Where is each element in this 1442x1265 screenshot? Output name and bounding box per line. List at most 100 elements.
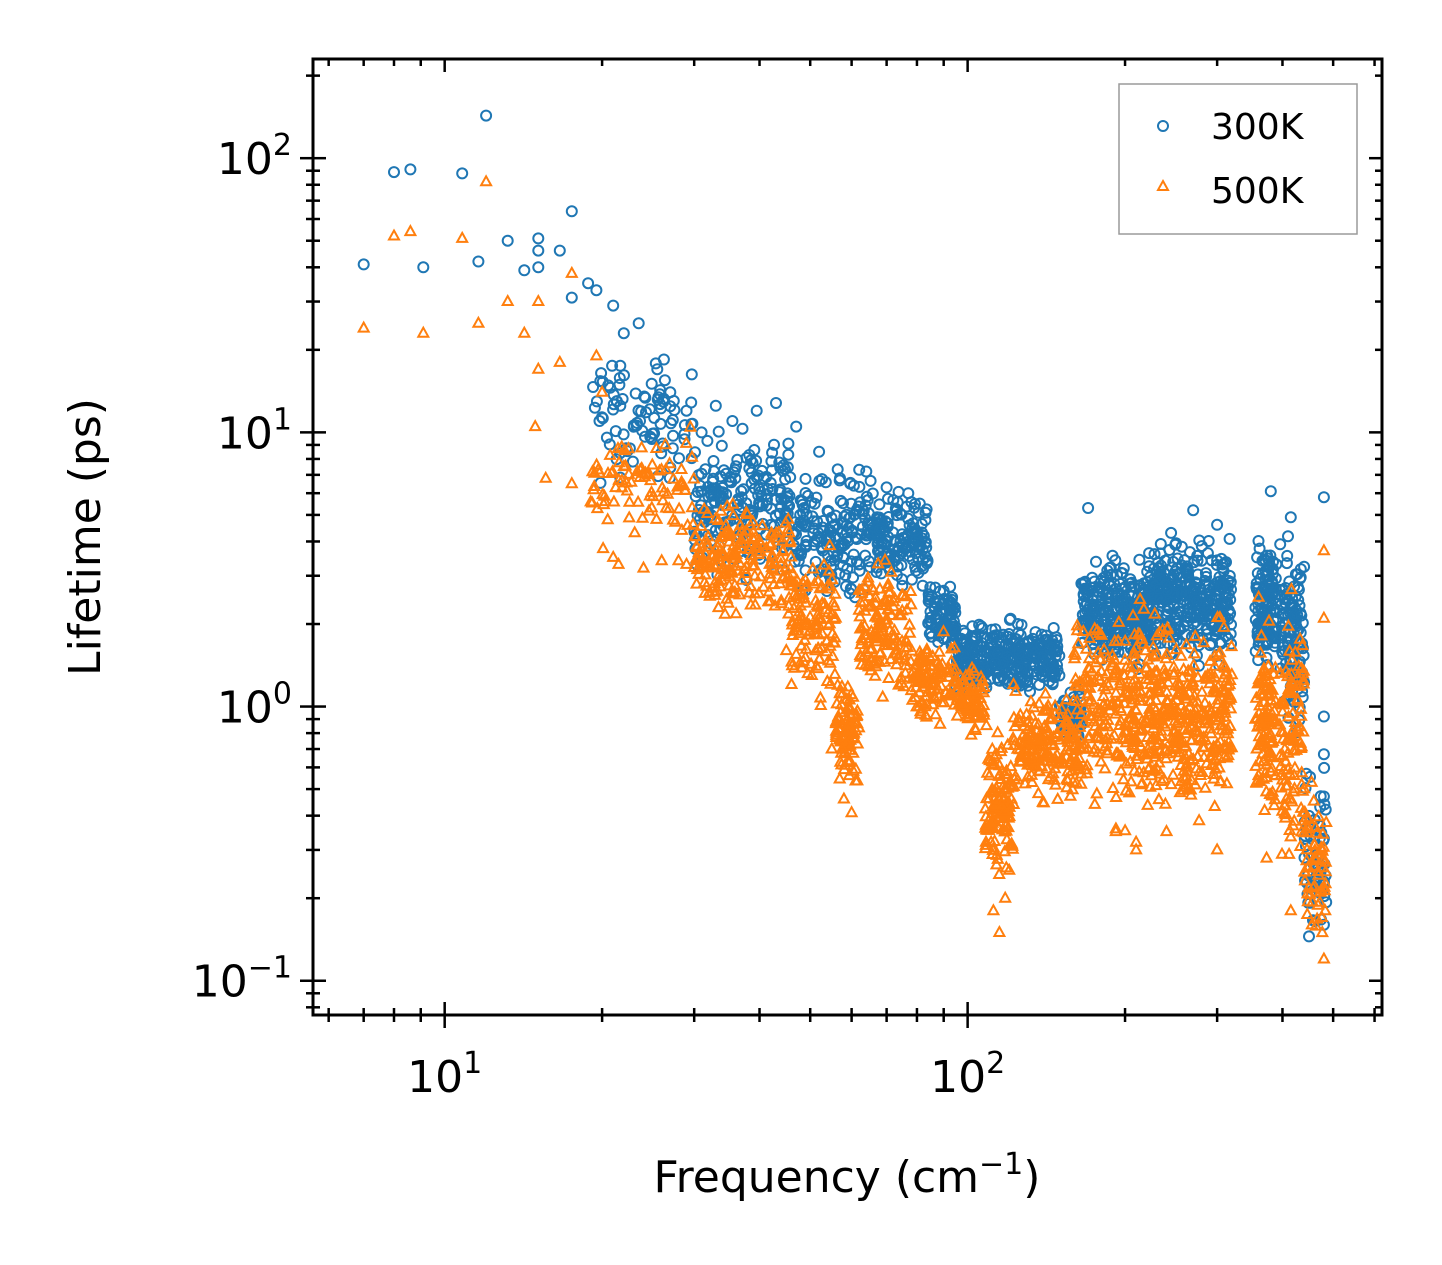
- point-500k: [1191, 670, 1205, 683]
- point-500k: [1188, 628, 1202, 641]
- point-300k: [827, 520, 839, 533]
- point-500k: [1088, 718, 1102, 731]
- point-500k: [998, 890, 1012, 903]
- point-500k: [1101, 650, 1115, 663]
- point-500k: [928, 707, 943, 720]
- point-500k: [850, 708, 864, 721]
- point-500k: [1118, 684, 1133, 697]
- point-500k: [1071, 636, 1085, 649]
- point-500k: [1122, 785, 1136, 798]
- point-300k: [919, 514, 932, 527]
- point-500k: [838, 757, 852, 770]
- point-500k: [882, 670, 896, 683]
- point-300k: [1222, 574, 1235, 587]
- point-300k: [596, 412, 609, 425]
- point-500k: [1317, 543, 1331, 556]
- point-300k: [1294, 563, 1307, 576]
- point-500k: [1168, 713, 1182, 726]
- point-500k: [873, 628, 888, 641]
- point-500k: [923, 650, 937, 663]
- y-tick-label-1-exp: 0: [273, 677, 292, 712]
- point-300k: [928, 602, 941, 615]
- y-tick-label-100: 102: [217, 128, 292, 185]
- point-500k: [798, 632, 812, 645]
- point-500k: [720, 498, 734, 511]
- point-300k: [1180, 610, 1193, 623]
- point-300k: [891, 560, 904, 573]
- point-500k: [1268, 792, 1282, 805]
- x-tick-label-10: 101: [407, 1046, 482, 1103]
- point-500k: [1103, 703, 1117, 716]
- point-300k: [930, 597, 943, 610]
- point-500k: [878, 552, 892, 565]
- point-500k: [974, 682, 989, 695]
- point-500k: [862, 599, 876, 612]
- point-300k: [404, 163, 417, 176]
- point-300k: [626, 455, 639, 468]
- point-500k: [598, 494, 612, 507]
- point-300k: [1204, 639, 1216, 652]
- point-300k: [857, 505, 870, 517]
- point-500k: [1251, 772, 1265, 785]
- point-500k: [826, 595, 840, 608]
- point-300k: [846, 524, 859, 537]
- point-300k: [705, 497, 718, 510]
- point-300k: [456, 167, 469, 180]
- point-300k: [746, 456, 759, 469]
- point-500k: [1315, 925, 1329, 938]
- point-500k: [674, 461, 689, 474]
- point-300k: [699, 463, 712, 476]
- point-300k: [666, 414, 679, 426]
- x-axis-label-main: Frequency (cm: [654, 1152, 980, 1203]
- point-500k: [878, 654, 892, 667]
- point-500k: [905, 643, 919, 656]
- point-300k: [905, 573, 918, 586]
- point-300k: [1133, 553, 1146, 566]
- point-500k: [1301, 894, 1315, 907]
- point-500k: [1150, 664, 1165, 677]
- point-500k: [1279, 791, 1294, 804]
- point-500k: [1037, 795, 1051, 808]
- point-500k: [819, 602, 833, 615]
- point-300k: [607, 299, 620, 312]
- point-300k: [1161, 609, 1173, 622]
- y-tick-label-0.1: 10−1: [192, 951, 292, 1008]
- point-500k: [985, 741, 999, 754]
- point-500k: [1284, 582, 1299, 595]
- point-500k: [1300, 906, 1314, 919]
- point-500k: [1134, 723, 1148, 736]
- point-500k: [565, 476, 579, 489]
- point-500k: [666, 471, 681, 484]
- point-300k: [903, 550, 915, 562]
- point-500k: [928, 691, 942, 704]
- point-300k: [593, 415, 606, 427]
- point-500k: [1109, 824, 1123, 837]
- point-500k: [601, 512, 615, 525]
- point-500k: [939, 684, 953, 697]
- point-500k: [596, 541, 610, 554]
- point-500k: [1160, 646, 1174, 659]
- point-500k: [1127, 763, 1142, 776]
- point-500k: [1282, 846, 1296, 859]
- point-500k: [1123, 754, 1137, 767]
- point-500k: [1268, 660, 1282, 673]
- point-300k: [1077, 590, 1090, 602]
- point-500k: [1126, 608, 1140, 621]
- point-500k: [531, 293, 545, 306]
- point-300k: [654, 417, 667, 430]
- point-500k: [988, 813, 1002, 826]
- point-300k: [873, 498, 886, 511]
- point-500k: [1174, 773, 1189, 786]
- plot-frame: [311, 57, 1384, 1017]
- point-500k: [1141, 746, 1155, 759]
- point-500k: [403, 224, 418, 237]
- point-300k: [1097, 571, 1110, 584]
- point-500k: [805, 667, 819, 680]
- point-500k: [811, 627, 825, 640]
- point-500k: [779, 643, 793, 656]
- point-500k: [1077, 700, 1091, 713]
- point-500k: [1118, 823, 1132, 836]
- point-500k: [829, 723, 843, 736]
- point-300k: [778, 513, 791, 526]
- point-500k: [1263, 672, 1277, 685]
